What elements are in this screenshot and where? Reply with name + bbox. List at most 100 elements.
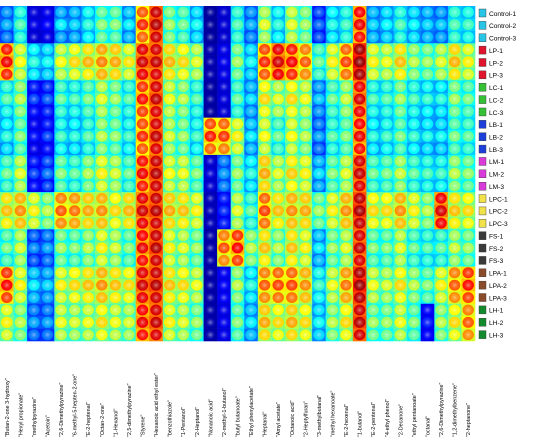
legend-swatch bbox=[478, 157, 487, 166]
heatmap-cell-highlight bbox=[137, 193, 148, 204]
heatmap-cell-highlight bbox=[300, 32, 311, 42]
column-label: "Styrene" bbox=[141, 415, 147, 437]
heatmap-cell-highlight bbox=[436, 69, 446, 79]
heatmap-cell-highlight bbox=[395, 143, 406, 154]
heatmap-cell-highlight bbox=[354, 181, 365, 191]
heatmap-cell-highlight bbox=[96, 280, 107, 290]
column-label: "Heptanal" bbox=[263, 412, 269, 437]
heatmap-cell-highlight bbox=[178, 230, 189, 241]
heatmap-cell-highlight bbox=[124, 268, 134, 278]
heatmap-cell-highlight bbox=[300, 69, 311, 79]
heatmap-cell-highlight bbox=[286, 181, 297, 191]
heatmap-cell-highlight bbox=[273, 57, 284, 67]
heatmap-cell-highlight bbox=[259, 32, 270, 42]
heatmap-cell-highlight bbox=[436, 143, 446, 154]
heatmap-cell-highlight bbox=[463, 230, 474, 241]
heatmap-cell-highlight bbox=[219, 230, 229, 241]
heatmap-cell-highlight bbox=[300, 305, 311, 315]
heatmap-cell-highlight bbox=[314, 156, 324, 166]
heatmap-cell-highlight bbox=[286, 193, 297, 204]
heatmap-cell-highlight bbox=[273, 19, 284, 30]
heatmap-cell-highlight bbox=[96, 292, 107, 303]
heatmap-cell-highlight bbox=[219, 206, 229, 216]
heatmap-cell-highlight bbox=[178, 193, 189, 204]
heatmap-cell-highlight bbox=[110, 193, 121, 204]
heatmap-cell-highlight bbox=[205, 255, 216, 266]
heatmap-cell-highlight bbox=[422, 168, 433, 179]
heatmap-cell-highlight bbox=[56, 32, 66, 42]
heatmap-cell-highlight bbox=[341, 143, 351, 154]
heatmap-cell-highlight bbox=[354, 330, 365, 340]
heatmap-cell-highlight bbox=[29, 156, 39, 166]
heatmap-cell-highlight bbox=[368, 44, 379, 55]
heatmap-cell-highlight bbox=[381, 69, 392, 79]
heatmap-cell-highlight bbox=[395, 168, 406, 179]
heatmap-cell-highlight bbox=[110, 7, 121, 17]
heatmap-cell-highlight bbox=[273, 131, 284, 141]
heatmap-cell-highlight bbox=[69, 19, 80, 30]
heatmap-cell-highlight bbox=[422, 280, 433, 290]
heatmap-cell-highlight bbox=[368, 94, 379, 104]
heatmap-cell-highlight bbox=[191, 106, 202, 117]
heatmap-cell-highlight bbox=[449, 305, 460, 315]
heatmap-cell-highlight bbox=[354, 119, 365, 129]
heatmap-cell-highlight bbox=[354, 280, 365, 290]
heatmap-cell-highlight bbox=[409, 305, 419, 315]
heatmap-cell-highlight bbox=[29, 305, 39, 315]
heatmap-cell-highlight bbox=[178, 81, 189, 92]
heatmap-cell-highlight bbox=[314, 292, 324, 303]
heatmap-cell-highlight bbox=[409, 7, 419, 17]
heatmap-cell-highlight bbox=[191, 57, 202, 67]
heatmap-cell-highlight bbox=[219, 218, 229, 228]
heatmap-cell-highlight bbox=[232, 19, 243, 30]
heatmap-cell-highlight bbox=[56, 268, 66, 278]
heatmap-cell-highlight bbox=[69, 230, 80, 241]
legend-swatch bbox=[478, 132, 487, 141]
legend-swatch bbox=[478, 305, 487, 315]
heatmap-cell-highlight bbox=[341, 255, 351, 266]
heatmap-cell-highlight bbox=[395, 156, 406, 166]
heatmap-cell-highlight bbox=[314, 317, 324, 328]
heatmap-cell-highlight bbox=[395, 230, 406, 241]
heatmap-cell-highlight bbox=[327, 131, 338, 141]
heatmap-cell-highlight bbox=[422, 81, 433, 92]
heatmap-cell-highlight bbox=[232, 268, 243, 278]
heatmap-cell-highlight bbox=[42, 94, 53, 104]
heatmap-cell-highlight bbox=[286, 280, 297, 290]
heatmap-cell-highlight bbox=[368, 317, 379, 328]
heatmap-cell-highlight bbox=[246, 143, 256, 154]
heatmap-cell-highlight bbox=[191, 143, 202, 154]
heatmap-cell-highlight bbox=[110, 32, 121, 42]
heatmap-cell-highlight bbox=[42, 168, 53, 179]
legend-label: Control-1 bbox=[489, 11, 516, 18]
legend-label: LPC-1 bbox=[489, 196, 508, 203]
heatmap-cell-highlight bbox=[246, 243, 256, 253]
heatmap-cell-highlight bbox=[381, 206, 392, 216]
heatmap-cell-highlight bbox=[29, 206, 39, 216]
heatmap-cell-highlight bbox=[368, 280, 379, 290]
heatmap-cell-highlight bbox=[300, 280, 311, 290]
column-label: "2-methyl-1-butanol" bbox=[222, 388, 228, 437]
heatmap-cell-highlight bbox=[1, 32, 12, 42]
heatmap-cell-highlight bbox=[381, 81, 392, 92]
heatmap-cell-highlight bbox=[164, 268, 175, 278]
heatmap-cell-highlight bbox=[341, 305, 351, 315]
heatmap-cell-highlight bbox=[409, 218, 419, 228]
heatmap-cell-highlight bbox=[56, 106, 66, 117]
heatmap-cell-highlight bbox=[191, 218, 202, 228]
heatmap-cell-highlight bbox=[395, 81, 406, 92]
legend-label: FS-3 bbox=[489, 258, 504, 265]
heatmap-cell-highlight bbox=[96, 19, 107, 30]
heatmap-cell-highlight bbox=[368, 143, 379, 154]
heatmap-cell-highlight bbox=[449, 57, 460, 67]
heatmap-cell-highlight bbox=[449, 243, 460, 253]
heatmap-cell-highlight bbox=[42, 193, 53, 204]
heatmap-cell-highlight bbox=[449, 81, 460, 92]
heatmap-cell-highlight bbox=[29, 69, 39, 79]
heatmap-cell-highlight bbox=[246, 119, 256, 129]
heatmap-cell-highlight bbox=[354, 243, 365, 253]
heatmap-cell-highlight bbox=[137, 57, 148, 67]
heatmap-cell-highlight bbox=[436, 280, 446, 290]
heatmap-cell-highlight bbox=[259, 280, 270, 290]
heatmap-cell-highlight bbox=[409, 94, 419, 104]
